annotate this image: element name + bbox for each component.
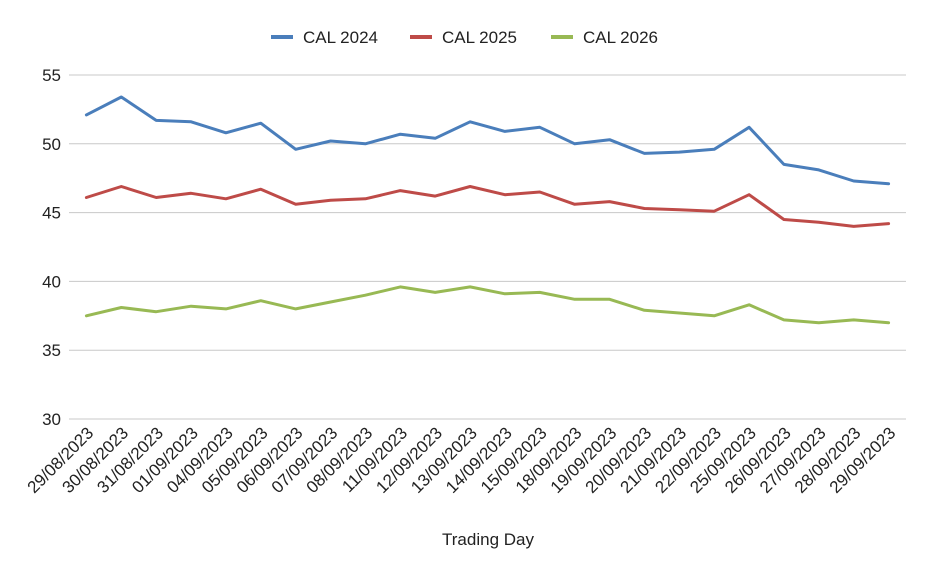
y-tick-label: 30: [42, 410, 61, 429]
chart-gridlines: [69, 74, 906, 420]
legend-item-cal-2025: CAL 2025: [410, 28, 517, 47]
y-axis-tick-labels: 30 35 40 45 50 55: [42, 66, 61, 429]
y-tick-label: 50: [42, 135, 61, 154]
legend-label: CAL 2025: [442, 28, 517, 47]
legend-label: CAL 2026: [583, 28, 658, 47]
legend-item-cal-2026: CAL 2026: [551, 28, 658, 47]
x-axis-tick-labels: 29/08/202330/08/202331/08/202301/09/2023…: [24, 423, 900, 497]
legend-label: CAL 2024: [303, 28, 378, 47]
legend-item-cal-2024: CAL 2024: [271, 28, 378, 47]
series-line-cal-2026: [84, 285, 891, 325]
y-tick-label: 35: [42, 341, 61, 360]
series-line-cal-2025: [84, 185, 891, 228]
y-tick-label: 40: [42, 272, 61, 291]
chart-series: [84, 95, 891, 325]
y-tick-label: 55: [42, 66, 61, 85]
chart-legend: CAL 2024 CAL 2025 CAL 2026: [271, 28, 658, 47]
y-tick-label: 45: [42, 204, 61, 223]
x-axis-title: Trading Day: [442, 530, 534, 549]
series-line-cal-2024: [84, 95, 891, 186]
